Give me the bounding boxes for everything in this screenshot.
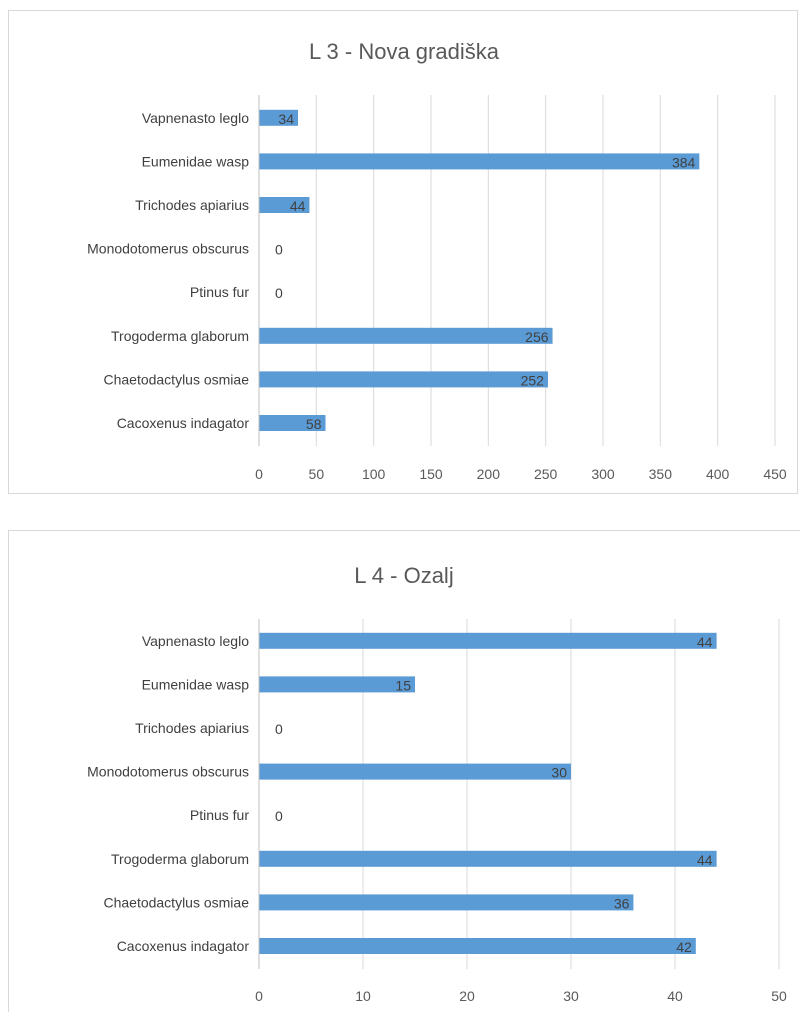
bar (259, 894, 634, 911)
chart-title: L 3 - Nova gradiška (309, 39, 500, 64)
chart-title: L 4 - Ozalj (354, 563, 453, 588)
category-label: Eumenidae wasp (142, 676, 250, 692)
x-tick-label: 10 (355, 988, 371, 1004)
data-label: 0 (275, 721, 283, 737)
bar (259, 153, 700, 170)
x-tick-label: 150 (419, 466, 443, 482)
category-label: Cacoxenus indagator (117, 938, 250, 954)
data-label: 44 (697, 852, 713, 868)
x-tick-label: 30 (563, 988, 579, 1004)
data-label: 252 (521, 372, 545, 388)
bar (259, 938, 696, 954)
category-label: Eumenidae wasp (142, 153, 250, 169)
category-label: Trichodes apiarius (135, 720, 249, 736)
x-tick-label: 200 (477, 466, 501, 482)
bar (259, 850, 717, 867)
category-label: Chaetodactylus osmiae (103, 371, 249, 387)
bar (259, 632, 717, 649)
data-label: 42 (676, 939, 692, 955)
chart-l4-svg: L 4 - Ozalj 0 10 20 30 40 50 Vapnenasto leglo 44… (87, 563, 787, 1004)
category-label: Chaetodactylus osmiae (103, 894, 249, 910)
data-label: 34 (278, 111, 294, 127)
x-tick-label: 100 (362, 466, 386, 482)
x-tick-label: 50 (771, 988, 787, 1004)
x-tick-label: 300 (591, 466, 615, 482)
data-label: 0 (275, 808, 283, 824)
x-tick-label: 450 (763, 466, 787, 482)
category-label: Vapnenasto leglo (142, 110, 249, 126)
bar (259, 327, 553, 344)
category-label: Ptinus fur (190, 284, 249, 300)
category-label: Cacoxenus indagator (117, 415, 250, 431)
x-tick-label: 50 (309, 466, 325, 482)
category-label: Trogoderma glaborum (111, 851, 249, 867)
chart-l3-nova-gradiska: L 3 - Nova gradiška 0 50 100 150 200 250 300 350… (8, 10, 798, 494)
x-tick-label: 350 (649, 466, 673, 482)
data-label: 15 (395, 677, 411, 693)
x-tick-label: 400 (706, 466, 730, 482)
bar (259, 109, 298, 126)
data-label: 256 (525, 329, 549, 345)
x-tick-label: 20 (459, 988, 475, 1004)
chart-l4-ozalj: L 4 - Ozalj 0 10 20 30 40 50 Vapnenasto leglo 44… (8, 530, 800, 1012)
category-label: Vapnenasto leglo (142, 633, 249, 649)
x-tick-label: 40 (667, 988, 683, 1004)
data-label: 58 (306, 416, 322, 432)
chart-l3-svg: L 3 - Nova gradiška 0 50 100 150 200 250 300 350… (87, 39, 787, 482)
x-tick-label: 0 (255, 466, 263, 482)
data-label: 384 (672, 154, 696, 170)
data-label: 30 (551, 765, 567, 781)
category-label: Ptinus fur (190, 807, 249, 823)
data-label: 0 (275, 242, 283, 258)
data-label: 0 (275, 285, 283, 301)
data-label: 36 (614, 895, 630, 911)
bar (259, 371, 548, 388)
data-label: 44 (697, 634, 713, 650)
x-tick-label: 250 (534, 466, 558, 482)
category-label: Trichodes apiarius (135, 197, 249, 213)
bar (259, 676, 415, 693)
x-tick-label: 0 (255, 988, 263, 1004)
category-label: Monodotomerus obscurus (87, 764, 249, 780)
bar (259, 763, 571, 780)
category-label: Monodotomerus obscurus (87, 241, 249, 257)
bar (259, 415, 326, 431)
data-label: 44 (290, 198, 306, 214)
category-label: Trogoderma glaborum (111, 328, 249, 344)
bar (259, 197, 310, 213)
